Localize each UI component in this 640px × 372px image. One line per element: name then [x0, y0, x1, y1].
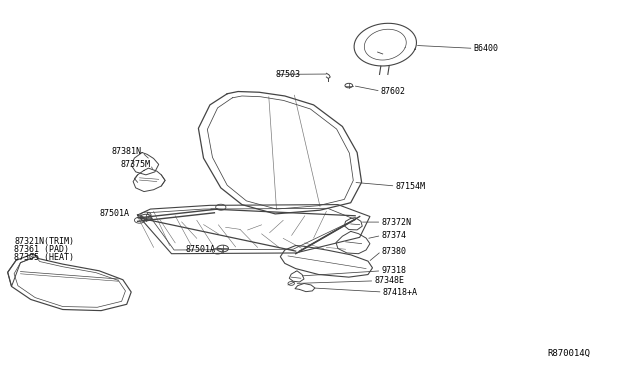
Text: 87305 (HEAT): 87305 (HEAT): [14, 253, 74, 262]
Text: 87602: 87602: [381, 87, 406, 96]
Text: 87380: 87380: [381, 247, 406, 256]
Text: B6400: B6400: [474, 44, 499, 53]
Text: 97318: 97318: [381, 266, 406, 275]
Text: R870014Q: R870014Q: [547, 349, 590, 358]
Text: 87501A: 87501A: [99, 209, 129, 218]
Text: 87361 (PAD): 87361 (PAD): [14, 245, 69, 254]
Text: 87154M: 87154M: [396, 182, 426, 190]
Text: 87375M: 87375M: [120, 160, 150, 169]
Text: 87503: 87503: [275, 70, 300, 79]
Text: 87418+A: 87418+A: [383, 288, 418, 296]
Text: 87374: 87374: [381, 231, 406, 240]
Text: 87372N: 87372N: [381, 218, 412, 227]
Text: 87381N: 87381N: [112, 147, 142, 156]
Text: 87348E: 87348E: [374, 276, 404, 285]
Text: 87501A: 87501A: [186, 245, 216, 254]
Text: 87321N(TRIM): 87321N(TRIM): [14, 237, 74, 246]
